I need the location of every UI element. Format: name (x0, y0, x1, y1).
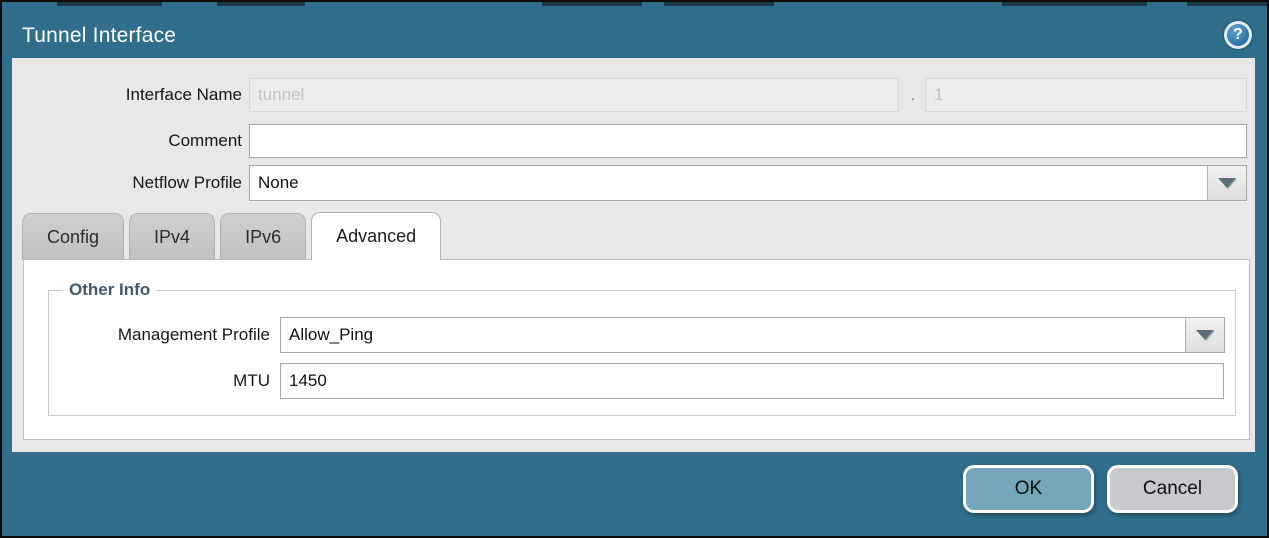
tab-ipv6[interactable]: IPv6 (220, 213, 307, 260)
dialog-body: Interface Name . Comment Netflow Profile… (12, 58, 1255, 452)
comment-input[interactable] (249, 124, 1247, 158)
dialog-title: Tunnel Interface (22, 24, 177, 47)
interface-unit-input (925, 78, 1247, 112)
cancel-button[interactable]: Cancel (1107, 465, 1238, 513)
management-profile-dropdown-button[interactable] (1185, 318, 1224, 352)
overlay-artifact (1002, 2, 1147, 6)
chevron-down-icon (1218, 178, 1236, 188)
netflow-profile-label: Netflow Profile (132, 173, 242, 192)
other-info-fieldset: Other Info (48, 280, 1236, 416)
interface-unit-separator: . (910, 85, 916, 104)
interface-name-input (249, 78, 899, 112)
management-profile-value: Allow_Ping (289, 325, 374, 344)
netflow-profile-value: None (258, 173, 299, 192)
help-icon[interactable]: ? (1224, 21, 1252, 49)
overlay-artifact (217, 2, 305, 6)
netflow-profile-dropdown-button[interactable] (1207, 166, 1246, 200)
mtu-input[interactable] (280, 363, 1224, 399)
interface-name-label: Interface Name (125, 85, 242, 104)
tab-ipv4[interactable]: IPv4 (129, 213, 216, 260)
comment-label: Comment (168, 131, 242, 150)
ok-button[interactable]: OK (963, 465, 1094, 513)
overlay-artifact (542, 2, 642, 6)
overlay-artifact (664, 2, 774, 6)
tab-advanced[interactable]: Advanced (311, 212, 442, 260)
other-info-legend: Other Info (69, 280, 151, 299)
chevron-down-icon (1196, 330, 1214, 340)
advanced-tab-panel: Other Info Management Profile Allow_Ping… (23, 259, 1250, 440)
overlay-artifact (1187, 2, 1267, 6)
management-profile-select[interactable]: Allow_Ping (280, 317, 1225, 353)
management-profile-label: Management Profile (117, 325, 270, 344)
overlay-artifact (57, 2, 162, 6)
tab-config[interactable]: Config (22, 213, 125, 260)
mtu-label: MTU (233, 371, 270, 390)
netflow-profile-select[interactable]: None (249, 165, 1247, 201)
dialog-title-bar: Tunnel Interface ? (2, 14, 1267, 58)
tab-bar: Config IPv4 IPv6 Advanced (22, 212, 446, 260)
